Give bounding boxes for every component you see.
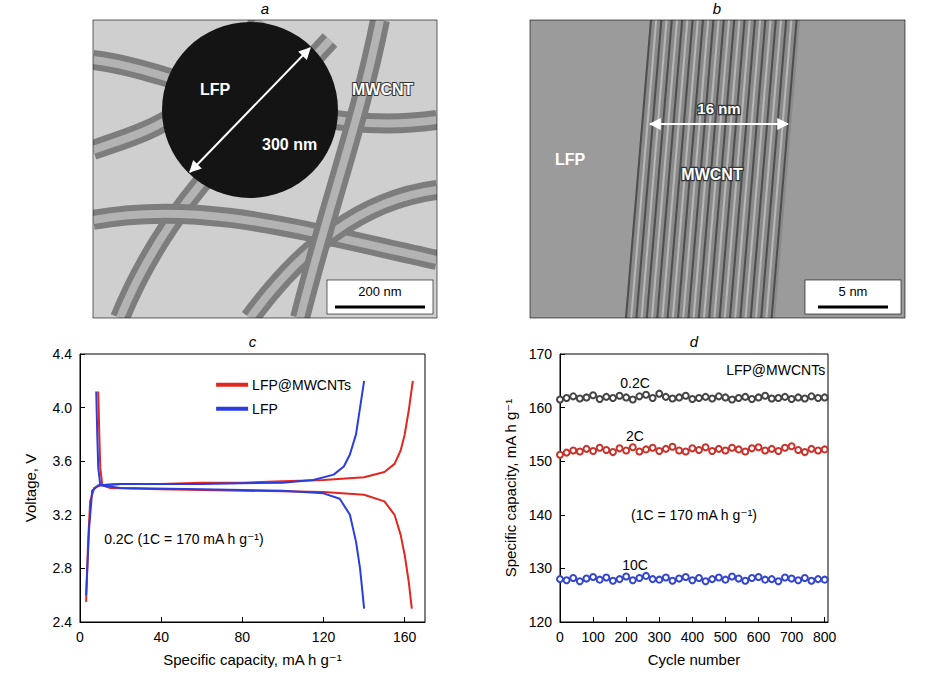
svg-text:2.4: 2.4 bbox=[53, 614, 73, 630]
svg-text:160: 160 bbox=[529, 400, 553, 416]
svg-text:130: 130 bbox=[529, 560, 553, 576]
svg-text:700: 700 bbox=[780, 629, 804, 645]
svg-text:100: 100 bbox=[581, 629, 605, 645]
svg-text:Voltage, V: Voltage, V bbox=[22, 454, 39, 522]
svg-text:Specific capacity, mA h g⁻¹: Specific capacity, mA h g⁻¹ bbox=[163, 651, 342, 668]
svg-text:300: 300 bbox=[648, 629, 672, 645]
svg-text:a: a bbox=[261, 0, 269, 17]
svg-text:2C: 2C bbox=[626, 428, 644, 444]
svg-text:800: 800 bbox=[813, 629, 837, 645]
svg-text:200 nm: 200 nm bbox=[358, 284, 401, 299]
svg-text:2.8: 2.8 bbox=[53, 560, 73, 576]
svg-text:0.2C: 0.2C bbox=[620, 375, 650, 391]
svg-text:400: 400 bbox=[681, 629, 705, 645]
svg-text:4.0: 4.0 bbox=[53, 400, 73, 416]
svg-text:500: 500 bbox=[714, 629, 738, 645]
svg-text:300 nm: 300 nm bbox=[262, 136, 317, 153]
svg-text:(1C = 170 mA h g⁻¹): (1C = 170 mA h g⁻¹) bbox=[631, 507, 757, 523]
svg-text:200: 200 bbox=[614, 629, 638, 645]
svg-text:b: b bbox=[713, 0, 721, 17]
svg-text:Cycle number: Cycle number bbox=[648, 651, 741, 668]
svg-text:80: 80 bbox=[235, 629, 251, 645]
svg-text:LFP: LFP bbox=[555, 151, 586, 168]
svg-text:5 nm: 5 nm bbox=[839, 284, 868, 299]
svg-text:3.6: 3.6 bbox=[53, 453, 73, 469]
svg-text:LFP@MWCNTs: LFP@MWCNTs bbox=[726, 362, 825, 378]
svg-text:MWCNT: MWCNT bbox=[352, 81, 414, 98]
svg-text:Specific capacity, mA h g⁻¹: Specific capacity, mA h g⁻¹ bbox=[502, 399, 519, 578]
svg-text:c: c bbox=[249, 333, 257, 350]
svg-text:LFP@MWCNTs: LFP@MWCNTs bbox=[252, 377, 351, 393]
svg-text:3.2: 3.2 bbox=[53, 507, 73, 523]
svg-text:170: 170 bbox=[529, 346, 553, 362]
svg-text:120: 120 bbox=[529, 614, 553, 630]
svg-text:MWCNT: MWCNT bbox=[681, 166, 743, 183]
svg-text:10C: 10C bbox=[622, 557, 648, 573]
svg-text:40: 40 bbox=[153, 629, 169, 645]
svg-text:0.2C (1C = 170 mA h g⁻¹): 0.2C (1C = 170 mA h g⁻¹) bbox=[104, 531, 264, 547]
svg-text:LFP: LFP bbox=[200, 81, 231, 98]
svg-text:120: 120 bbox=[312, 629, 336, 645]
svg-text:140: 140 bbox=[529, 507, 553, 523]
svg-text:160: 160 bbox=[393, 629, 417, 645]
svg-text:0: 0 bbox=[76, 629, 84, 645]
svg-text:0: 0 bbox=[556, 629, 564, 645]
svg-text:150: 150 bbox=[529, 453, 553, 469]
svg-text:LFP: LFP bbox=[252, 401, 278, 417]
svg-text:16 nm: 16 nm bbox=[697, 100, 740, 117]
svg-text:4.4: 4.4 bbox=[53, 346, 73, 362]
svg-text:600: 600 bbox=[747, 629, 771, 645]
svg-text:d: d bbox=[690, 333, 699, 350]
